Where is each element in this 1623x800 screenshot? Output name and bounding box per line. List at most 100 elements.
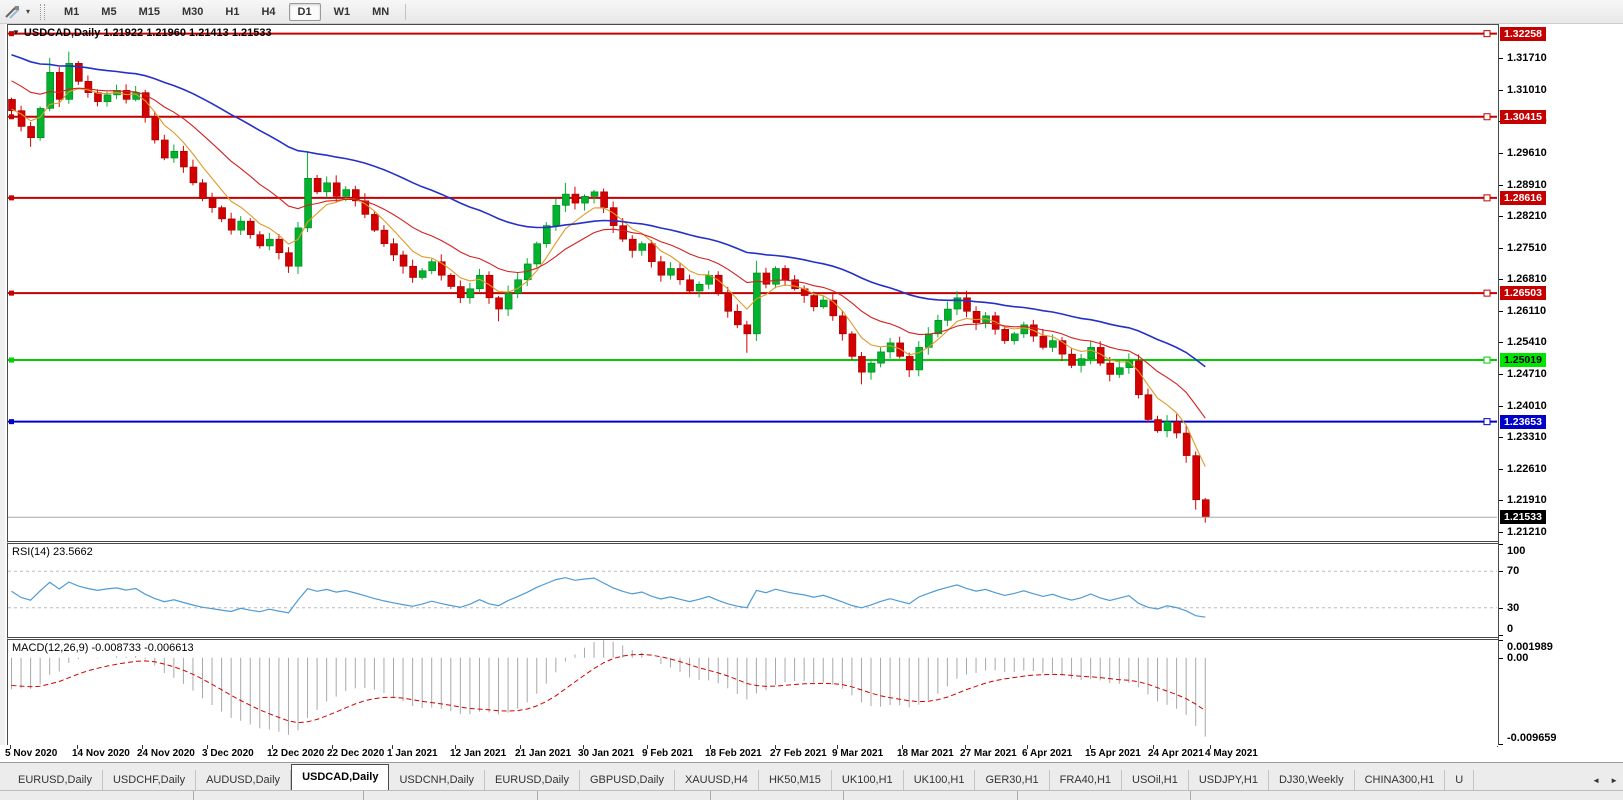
timeframe-button-H1[interactable]: H1 bbox=[225, 5, 240, 18]
price-tick-mark bbox=[1499, 184, 1503, 186]
chart-title-symbol: USDCAD,Daily bbox=[23, 27, 101, 39]
tab-USDCHF-Daily[interactable]: USDCHF,Daily bbox=[103, 770, 197, 791]
macd-tick-mark bbox=[1499, 657, 1503, 659]
date-tick-mark bbox=[583, 745, 584, 749]
status-separator bbox=[537, 791, 538, 800]
horizontal-level-lines[interactable] bbox=[8, 30, 1497, 426]
draw-tool-icon[interactable] bbox=[4, 4, 22, 20]
tab-CHINA300-H1[interactable]: CHINA300,H1 bbox=[1355, 770, 1446, 791]
price-axis[interactable]: 1.317101.310101.303101.296101.289101.282… bbox=[1498, 24, 1623, 745]
macd-pane[interactable]: MACD(12,26,9) -0.008733 -0.006613 bbox=[7, 639, 1498, 747]
dropdown-caret-icon[interactable]: ▾ bbox=[26, 7, 31, 16]
timeframe-button-M1[interactable]: M1 bbox=[64, 5, 80, 18]
chart-tab-bar: EURUSD,Daily USDCHF,Daily AUDUSD,Daily USDC… bbox=[0, 762, 1623, 791]
macd-tick-label: 0.001989 bbox=[1507, 641, 1553, 653]
tab-DJ30-Weekly[interactable]: DJ30,Weekly bbox=[1269, 770, 1355, 791]
tab-EURUSD-Daily[interactable]: EURUSD,Daily bbox=[485, 770, 580, 791]
tab-GER30-H1[interactable]: GER30,H1 bbox=[975, 770, 1050, 791]
price-tick-mark bbox=[1499, 500, 1503, 502]
timeframe-button-M30[interactable]: M30 bbox=[181, 5, 204, 18]
timeframe-button-M5[interactable]: M5 bbox=[101, 5, 117, 18]
date-label: 27 Mar 2021 bbox=[960, 748, 1017, 759]
price-tick-label: 1.31010 bbox=[1507, 83, 1547, 96]
date-label: 12 Dec 2020 bbox=[267, 748, 325, 759]
macd-label: MACD(12,26,9) -0.008733 -0.006613 bbox=[12, 642, 194, 654]
date-tick-mark bbox=[647, 745, 648, 749]
ma-mid-line bbox=[11, 80, 1206, 419]
tab-U[interactable]: U bbox=[1445, 770, 1475, 791]
level-handle-right bbox=[1483, 113, 1491, 121]
tab-FRA40-H1[interactable]: FRA40,H1 bbox=[1050, 770, 1123, 791]
timeframe-button-W1[interactable]: W1 bbox=[333, 5, 351, 18]
tab-UK100-H1[interactable]: UK100,H1 bbox=[832, 770, 904, 791]
date-tick-mark bbox=[837, 745, 838, 749]
tab-USDJPY-H1[interactable]: USDJPY,H1 bbox=[1189, 770, 1269, 791]
timeframe-button-H4[interactable]: H4 bbox=[261, 5, 276, 18]
rsi-pane[interactable]: RSI(14) 23.5662 bbox=[7, 543, 1498, 638]
price-tick-mark bbox=[1499, 247, 1503, 249]
rsi-tick-label: 100 bbox=[1507, 545, 1526, 557]
macd-signal-line bbox=[11, 653, 1206, 724]
date-label: 18 Feb 2021 bbox=[705, 748, 762, 759]
rsi-tick-mark bbox=[1499, 635, 1503, 636]
rsi-label: RSI(14) 23.5662 bbox=[12, 546, 93, 558]
price-chart-pane[interactable]: ▼ USDCAD,Daily 1.21922 1.21960 1.21413 1.… bbox=[7, 24, 1498, 542]
date-tick-mark bbox=[1027, 745, 1028, 749]
level-handle-right bbox=[1483, 356, 1491, 364]
price-tick-mark bbox=[1499, 310, 1503, 312]
status-separator bbox=[710, 791, 711, 800]
timeframe-button-M15[interactable]: M15 bbox=[138, 5, 160, 18]
date-tick-mark bbox=[902, 745, 903, 749]
price-tick-mark bbox=[1499, 279, 1503, 281]
toolbar-grip[interactable] bbox=[40, 3, 46, 20]
date-label: 9 Mar 2021 bbox=[832, 748, 884, 759]
date-label: 24 Apr 2021 bbox=[1148, 748, 1204, 759]
macd-tick-mark bbox=[1499, 744, 1503, 745]
price-badge: 1.21533 bbox=[1500, 510, 1546, 525]
date-label: 30 Jan 2021 bbox=[578, 748, 635, 759]
level-handle-right bbox=[1483, 418, 1491, 426]
tab-USDCNH-Daily[interactable]: USDCNH,Daily bbox=[389, 770, 486, 791]
tab-XAUUSD-H4[interactable]: XAUUSD,H4 bbox=[675, 770, 759, 791]
price-badge: 1.25019 bbox=[1500, 353, 1546, 368]
rsi-line bbox=[11, 577, 1206, 618]
level-handle-right bbox=[1483, 289, 1491, 297]
status-separator bbox=[1190, 791, 1191, 800]
level-handle-right bbox=[1483, 194, 1491, 202]
date-label: 4 May 2021 bbox=[1205, 748, 1258, 759]
price-tick-mark bbox=[1499, 89, 1503, 91]
rsi-tick-label: 0 bbox=[1507, 623, 1514, 635]
chart-tabs: EURUSD,Daily USDCHF,Daily AUDUSD,Daily USDC… bbox=[8, 764, 1475, 791]
tab-HK50-M15[interactable]: HK50,M15 bbox=[759, 770, 832, 791]
macd-tick-label: -0.009659 bbox=[1507, 732, 1557, 744]
price-tick-label: 1.31710 bbox=[1507, 52, 1547, 65]
price-tick-label: 1.26810 bbox=[1507, 273, 1547, 286]
timeframe-button-MN[interactable]: MN bbox=[372, 5, 390, 18]
tab-GBPUSD-Daily[interactable]: GBPUSD,Daily bbox=[580, 770, 675, 791]
rsi-tick-mark bbox=[1499, 544, 1503, 545]
date-tick-mark bbox=[520, 745, 521, 749]
date-tick-mark bbox=[77, 745, 78, 749]
price-tick-mark bbox=[1499, 153, 1503, 155]
price-tick-label: 1.27510 bbox=[1507, 241, 1547, 254]
tab-USDCAD-Daily[interactable]: USDCAD,Daily bbox=[291, 764, 390, 791]
timeframe-button-D1[interactable]: D1 bbox=[288, 2, 321, 21]
price-badge: 1.23653 bbox=[1500, 414, 1546, 429]
tab-AUDUSD-Daily[interactable]: AUDUSD,Daily bbox=[196, 770, 292, 791]
date-axis[interactable]: 5 Nov 2020 14 Nov 2020 24 Nov 2020 3 Dec 20… bbox=[0, 745, 1497, 762]
date-label: 27 Feb 2021 bbox=[770, 748, 827, 759]
collapse-arrow-icon[interactable]: ▼ bbox=[12, 28, 20, 37]
tab-scroll-left-icon[interactable]: ◄ bbox=[1592, 776, 1601, 785]
tab-EURUSD-Daily[interactable]: EURUSD,Daily bbox=[8, 770, 103, 791]
tab-scroll-right-icon[interactable]: ► bbox=[1610, 776, 1618, 785]
price-tick-label: 1.21910 bbox=[1507, 494, 1547, 507]
date-tick-mark bbox=[10, 745, 11, 749]
price-tick-mark bbox=[1499, 468, 1503, 470]
date-label: 22 Dec 2020 bbox=[327, 748, 385, 759]
tab-UK100-H1[interactable]: UK100,H1 bbox=[904, 770, 976, 791]
tab-USOil-H1[interactable]: USOil,H1 bbox=[1122, 770, 1189, 791]
date-tick-mark bbox=[1090, 745, 1091, 749]
status-separator bbox=[1017, 791, 1018, 800]
status-separator bbox=[193, 791, 194, 800]
